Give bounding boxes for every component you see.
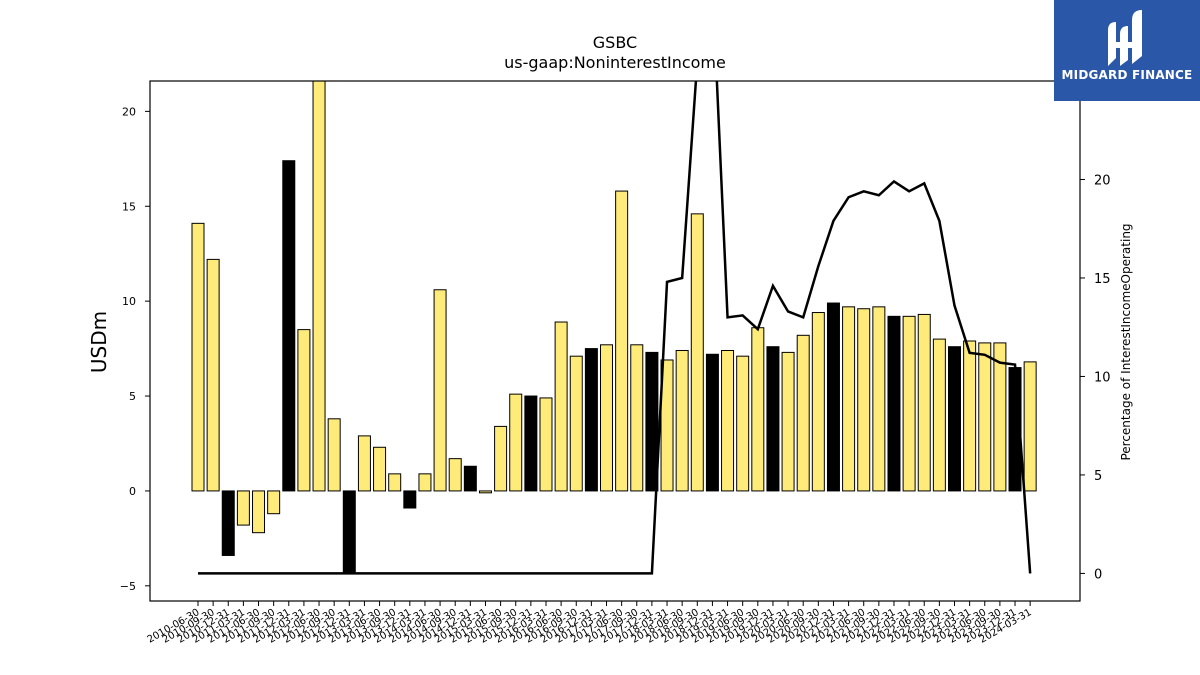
bar [494,425,508,492]
bar [312,80,326,492]
bar [267,490,281,515]
midgard-finance-logo: MIDGARD FINANCE [1054,0,1200,101]
bar [388,473,402,492]
y2-tick-label: 15 [1094,272,1111,287]
logo-text: MIDGARD FINANCE [1061,68,1193,82]
bar-series [191,80,1037,574]
midgard-logo-icon [1108,10,1142,66]
bar [463,465,477,492]
bar [705,353,719,492]
y-tick-label: 10 [122,295,136,308]
bar [221,490,235,556]
bar [1023,361,1037,492]
bar [766,346,780,492]
bar [948,346,961,492]
bar [357,435,371,492]
percentage-line [198,81,1032,575]
bar [554,321,568,492]
y-tick-label: 20 [122,105,136,118]
line-series [198,81,1032,575]
bar [721,349,735,492]
y-axis-label: USDm [87,311,111,373]
bar [433,289,447,492]
plot-frame [149,80,1081,602]
bar [978,342,992,492]
axes: −505101520051015202010-06-302010-09-3020… [120,80,1111,646]
bar [857,308,871,492]
bar [615,190,629,492]
y2-axis-label: Percentage of InterestIncomeOperating [1119,223,1133,460]
chart-subtitle: us-gaap:NoninterestIncome [504,53,726,72]
chart-title: GSBC [593,33,637,52]
bar [993,342,1007,492]
y2-tick-label: 5 [1094,469,1102,484]
bar [736,355,750,492]
bar [887,315,901,492]
bar [660,359,674,492]
bar [751,327,765,492]
bar [297,329,311,492]
bar [448,458,462,492]
bar [342,490,356,574]
bar [902,315,916,492]
y-tick-label: 0 [129,485,136,498]
y2-tick-label: 0 [1094,567,1102,582]
bar [826,302,840,492]
bar [584,348,598,492]
bar [478,490,492,494]
bar [282,160,296,492]
bar [373,446,387,492]
bar [236,490,250,526]
bar [252,490,266,534]
bar [206,258,220,492]
bar [191,222,205,492]
bar [796,334,810,492]
bar [524,395,538,492]
y2-tick-label: 20 [1094,173,1111,188]
y2-tick-label: 10 [1094,370,1111,385]
bar [403,490,417,509]
bar [675,349,689,492]
bar [630,344,644,492]
bar [917,313,931,492]
bar [539,397,553,492]
y-tick-label: −5 [120,580,136,593]
bar [842,306,856,492]
bar [645,351,659,492]
y-tick-label: 15 [122,200,136,213]
bar [418,473,432,492]
bar [327,418,341,492]
bar [781,351,795,492]
y-tick-label: 5 [129,390,136,403]
bar [872,306,886,492]
bar [690,213,704,492]
bar [509,393,523,492]
bar [569,355,583,492]
bar [932,338,946,492]
bar [963,340,977,492]
bar [600,344,614,492]
bar [811,312,825,492]
